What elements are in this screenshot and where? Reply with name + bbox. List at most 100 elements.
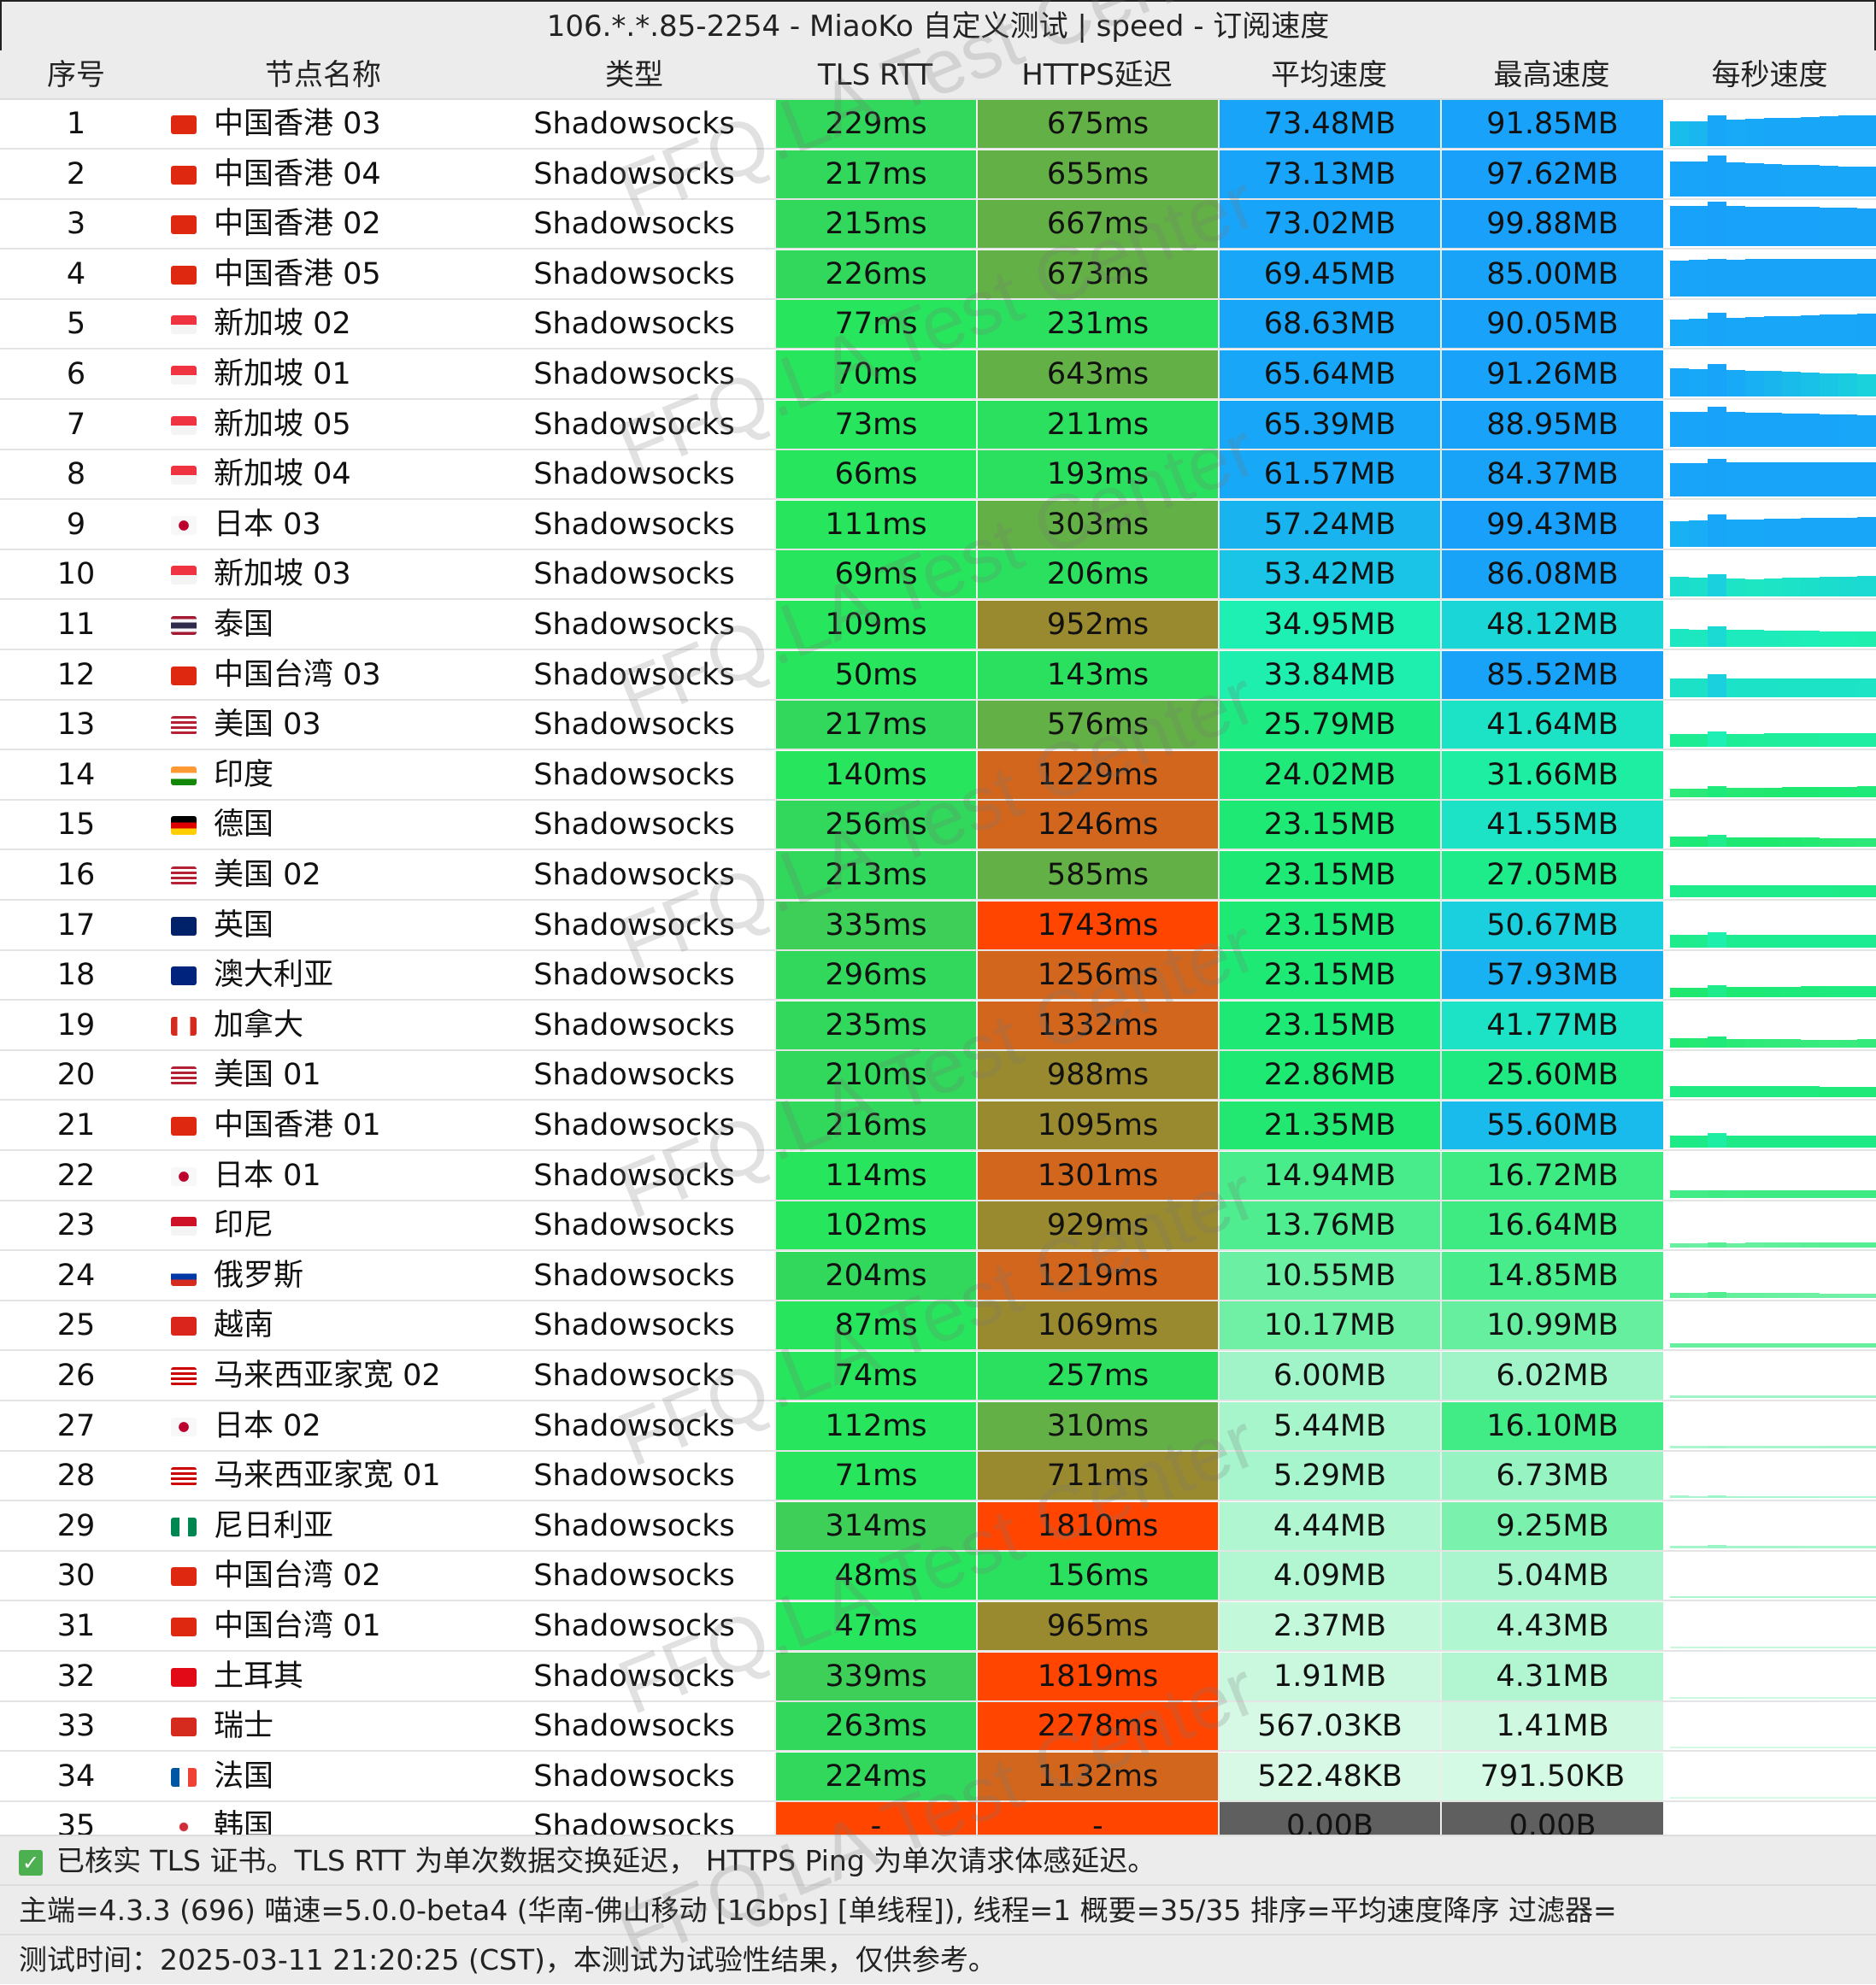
sparkline-bar: [1670, 884, 1689, 897]
max-speed: 1.41MB: [1440, 1702, 1663, 1751]
flag-in-icon: [171, 766, 197, 785]
sparkline-bar: [1763, 1646, 1783, 1648]
table-row[interactable]: 22 日本 01 Shadowsocks 114ms 1301ms 14.94M…: [0, 1151, 1876, 1201]
node-name-cell: 日本 01: [152, 1152, 494, 1200]
table-row[interactable]: 1 中国香港 03 Shadowsocks 229ms 675ms 73.48M…: [0, 100, 1876, 150]
sparkline-bar: [1670, 1747, 1689, 1749]
node-type: Shadowsocks: [533, 1408, 735, 1443]
https-latency: 1219ms: [976, 1251, 1218, 1300]
sparkline-bar: [1670, 629, 1689, 647]
sparkline-bar: [1857, 985, 1876, 998]
node-name: 中国台湾 02: [214, 1559, 381, 1594]
max-speed: 55.60MB: [1440, 1101, 1663, 1149]
sparkline-bar: [1744, 1546, 1764, 1548]
sparkline-bar: [1782, 787, 1802, 797]
table-row[interactable]: 26 马来西亚家宽 02 Shadowsocks 74ms 257ms 6.00…: [0, 1352, 1876, 1401]
per-second-sparkline: [1663, 1401, 1876, 1450]
sparkline-bar: [1763, 630, 1783, 647]
tls-rtt: 296ms: [774, 951, 976, 1000]
table-row[interactable]: 3 中国香港 02 Shadowsocks 215ms 667ms 73.02M…: [0, 200, 1876, 250]
flag-us-icon: [171, 866, 197, 885]
per-second-sparkline: [1663, 350, 1876, 398]
table-row[interactable]: 2 中国香港 04 Shadowsocks 217ms 655ms 73.13M…: [0, 150, 1876, 200]
sparkline-bar: [1707, 115, 1726, 146]
table-row[interactable]: 9 日本 03 Shadowsocks 111ms 303ms 57.24MB …: [0, 500, 1876, 550]
table-row[interactable]: 4 中国香港 05 Shadowsocks 226ms 673ms 69.45M…: [0, 250, 1876, 300]
table-row[interactable]: 6 新加坡 01 Shadowsocks 70ms 643ms 65.64MB …: [0, 350, 1876, 400]
table-row[interactable]: 17 英国 Shadowsocks 335ms 1743ms 23.15MB 5…: [0, 901, 1876, 951]
sparkline-bar: [1707, 884, 1726, 897]
table-row[interactable]: 11 泰国 Shadowsocks 109ms 952ms 34.95MB 48…: [0, 601, 1876, 650]
row-index: 28: [56, 1459, 96, 1494]
flag-jp-icon: [171, 1166, 197, 1186]
tls-rtt: 66ms: [774, 450, 976, 499]
table-row[interactable]: 15 德国 Shadowsocks 256ms 1246ms 23.15MB 4…: [0, 801, 1876, 851]
sparkline-bar: [1688, 1747, 1708, 1749]
table-row[interactable]: 25 越南 Shadowsocks 87ms 1069ms 10.17MB 10…: [0, 1301, 1876, 1352]
sparkline-bar: [1782, 518, 1802, 547]
sparkline-bar: [1726, 837, 1745, 848]
avg-speed: 5.44MB: [1218, 1401, 1440, 1450]
table-row[interactable]: 13 美国 03 Shadowsocks 217ms 576ms 25.79MB…: [0, 701, 1876, 751]
table-row[interactable]: 18 澳大利亚 Shadowsocks 296ms 1256ms 23.15MB…: [0, 951, 1876, 1001]
table-row[interactable]: 19 加拿大 Shadowsocks 235ms 1332ms 23.15MB …: [0, 1001, 1876, 1051]
sparkline-bar: [1857, 1242, 1876, 1248]
table-row[interactable]: 7 新加坡 05 Shadowsocks 73ms 211ms 65.39MB …: [0, 400, 1876, 450]
table-row[interactable]: 30 中国台湾 02 Shadowsocks 48ms 156ms 4.09MB…: [0, 1552, 1876, 1602]
sparkline-bar: [1838, 373, 1858, 396]
sparkline-bar: [1707, 1595, 1726, 1599]
tls-rtt: 217ms: [774, 701, 976, 749]
https-latency: 711ms: [976, 1452, 1218, 1500]
sparkline-bar: [1670, 935, 1689, 948]
node-type: Shadowsocks: [533, 808, 735, 843]
table-row[interactable]: 14 印度 Shadowsocks 140ms 1229ms 24.02MB 3…: [0, 750, 1876, 801]
table-row[interactable]: 21 中国香港 01 Shadowsocks 216ms 1095ms 21.3…: [0, 1101, 1876, 1151]
sparkline-bar: [1726, 1495, 1745, 1499]
sparkline-bar: [1726, 520, 1745, 547]
sparkline-bar: [1838, 462, 1858, 497]
node-name-cell: 马来西亚家宽 01: [152, 1452, 494, 1500]
table-row[interactable]: 12 中国台湾 03 Shadowsocks 50ms 143ms 33.84M…: [0, 650, 1876, 701]
per-second-sparkline: [1663, 701, 1876, 749]
table-row[interactable]: 24 俄罗斯 Shadowsocks 204ms 1219ms 10.55MB …: [0, 1251, 1876, 1301]
table-row[interactable]: 28 马来西亚家宽 01 Shadowsocks 71ms 711ms 5.29…: [0, 1452, 1876, 1502]
avg-speed: 65.64MB: [1218, 350, 1440, 398]
table-row[interactable]: 16 美国 02 Shadowsocks 213ms 585ms 23.15MB…: [0, 851, 1876, 901]
sparkline-bar: [1857, 115, 1876, 146]
https-latency: 655ms: [976, 150, 1218, 198]
table-row[interactable]: 34 法国 Shadowsocks 224ms 1132ms 522.48KB …: [0, 1752, 1876, 1802]
sparkline-bar: [1763, 1445, 1783, 1448]
max-speed: 41.77MB: [1440, 1001, 1663, 1049]
node-name: 日本 02: [214, 1408, 321, 1443]
table-row[interactable]: 10 新加坡 03 Shadowsocks 69ms 206ms 53.42MB…: [0, 550, 1876, 601]
sparkline-bar: [1670, 1136, 1689, 1148]
https-latency: 643ms: [976, 350, 1218, 398]
table-row[interactable]: 27 日本 02 Shadowsocks 112ms 310ms 5.44MB …: [0, 1401, 1876, 1452]
tls-rtt: 226ms: [774, 250, 976, 298]
node-type: Shadowsocks: [533, 1459, 735, 1494]
sparkline-bar: [1782, 837, 1802, 848]
table-row[interactable]: 33 瑞士 Shadowsocks 263ms 2278ms 567.03KB …: [0, 1702, 1876, 1753]
sparkline-bar: [1820, 786, 1839, 797]
https-latency: 211ms: [976, 400, 1218, 449]
table-row[interactable]: 8 新加坡 04 Shadowsocks 66ms 193ms 61.57MB …: [0, 450, 1876, 501]
node-type: Shadowsocks: [533, 1508, 735, 1543]
table-row[interactable]: 23 印尼 Shadowsocks 102ms 929ms 13.76MB 16…: [0, 1201, 1876, 1252]
table-row[interactable]: 31 中国台湾 01 Shadowsocks 47ms 965ms 2.37MB…: [0, 1602, 1876, 1652]
sparkline-bar: [1688, 1242, 1708, 1248]
flag-ru-icon: [171, 1266, 197, 1286]
sparkline-bar: [1801, 258, 1820, 297]
table-row[interactable]: 29 尼日利亚 Shadowsocks 314ms 1810ms 4.44MB …: [0, 1501, 1876, 1552]
sparkline-bar: [1744, 934, 1764, 948]
table-row[interactable]: 20 美国 01 Shadowsocks 210ms 988ms 22.86MB…: [0, 1051, 1876, 1101]
row-index: 11: [56, 608, 96, 642]
max-speed: 41.64MB: [1440, 701, 1663, 749]
avg-speed: 23.15MB: [1218, 901, 1440, 949]
table-row[interactable]: 5 新加坡 02 Shadowsocks 77ms 231ms 68.63MB …: [0, 300, 1876, 350]
sparkline-bar: [1801, 787, 1820, 797]
header-tls-rtt: TLS RTT: [817, 58, 933, 92]
sparkline-bar: [1820, 1546, 1839, 1548]
table-row[interactable]: 32 土耳其 Shadowsocks 339ms 1819ms 1.91MB 4…: [0, 1652, 1876, 1702]
row-index: 1: [66, 107, 86, 141]
sparkline-bar: [1838, 631, 1858, 647]
